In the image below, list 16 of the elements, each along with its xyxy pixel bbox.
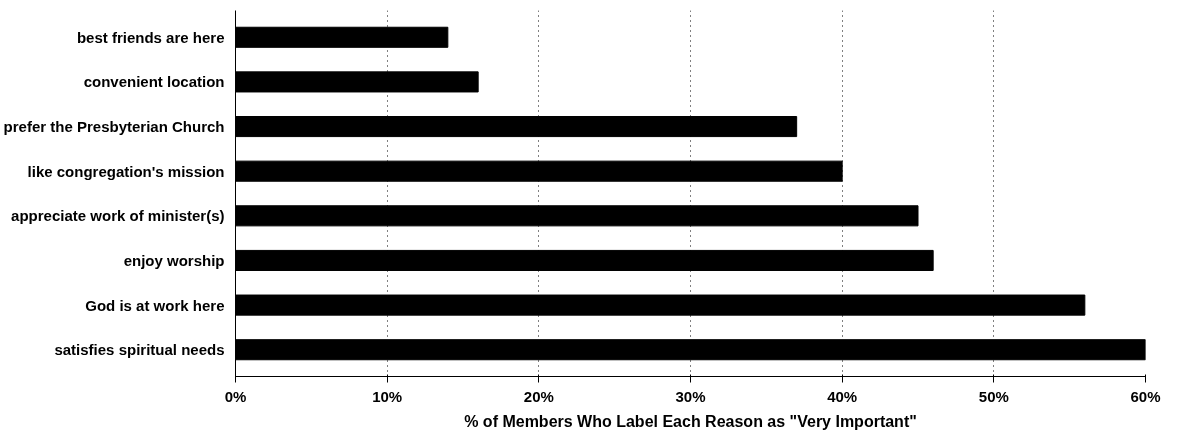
y-tick-label: like congregation's mission [27,162,225,180]
x-tick-label: 30% [675,387,706,405]
x-tick-label: 20% [523,387,554,405]
y-tick-label: enjoy worship [123,251,225,269]
y-tick-label: convenient location [83,73,225,91]
x-tick-label: 50% [978,387,1009,405]
x-tick-label: 0% [224,387,247,405]
y-tick-label: best friends are here [76,28,225,46]
x-tick-label: 60% [1130,387,1161,405]
y-tick-label: God is at work here [85,296,225,314]
y-tick-label: appreciate work of minister(s) [11,207,225,225]
y-tick-label: prefer the Presbyterian Church [3,118,225,136]
x-tick-label: 40% [827,387,858,405]
x-tick-label: 10% [372,387,403,405]
x-axis-title: % of Members Who Label Each Reason as "Very Important" [464,412,917,430]
y-tick-label: satisfies spiritual needs [54,341,225,359]
